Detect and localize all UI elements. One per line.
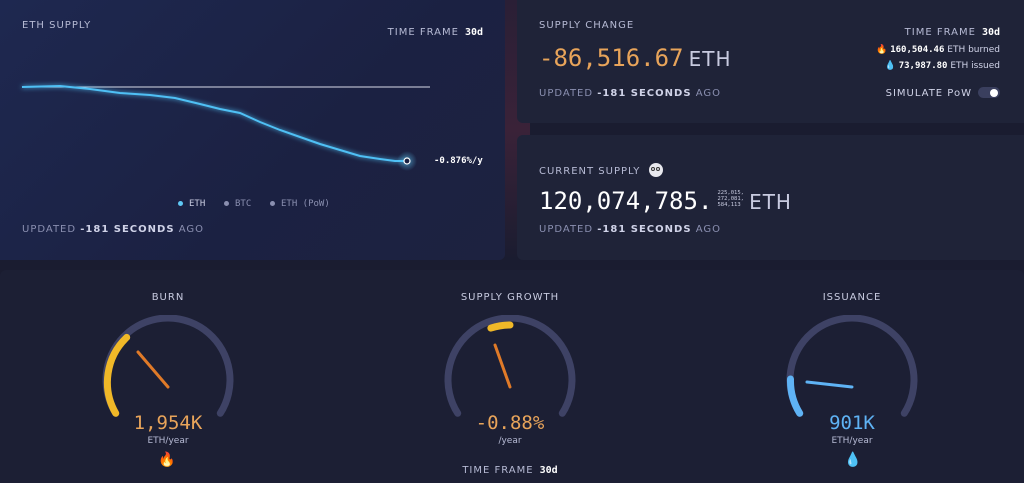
gauge-needle [493,343,512,389]
current-supply-card: CURRENT SUPPLY 120,074,785. 225,015, 272… [517,135,1024,260]
rate-label: -0.876%/y [434,156,483,166]
current-supply-value-row: 120,074,785. 225,015, 272,081, 584,113 E… [539,187,792,215]
gauge-needle [136,350,170,389]
current-supply-header: CURRENT SUPPLY [539,159,664,178]
supply-change-unit: ETH [688,47,732,71]
burn-unit: ETH/year [147,436,189,446]
legend-item-eth-pow[interactable]: ETH (PoW) [270,199,330,209]
gauge-track [444,315,576,417]
issuance-unit: ETH/year [831,436,873,446]
burn-title: BURN [151,292,185,303]
droplet-icon: 💧 [884,61,896,71]
current-supply-title: CURRENT SUPPLY [539,166,641,177]
supply-growth-gauge [444,315,576,417]
time-frame-label: TIME FRAME [387,27,459,38]
gauge-track [102,315,234,417]
legend-dot [270,201,275,206]
current-supply-updated: UPDATED -181 SECONDS AGO [539,224,722,235]
eth-supply-chart [21,84,430,171]
supply-growth-value: -0.88% [475,412,545,434]
legend-dot [178,201,183,206]
supply-change-value-row: -86,516.67 ETH [539,44,732,72]
gauge-fill [103,333,131,417]
legend-item-btc[interactable]: BTC [224,199,251,209]
eth-supply-card: ETH SUPPLY TIME FRAME 30d -0.876%/y ETH B… [0,0,505,260]
eth-supply-updated: UPDATED -181 SECONDS AGO [22,224,205,235]
time-frame-value: 30d [464,27,483,38]
burn-fire-icon: 🔥 [158,452,176,468]
current-point[interactable] [403,157,411,165]
supply-change-card: SUPPLY CHANGE TIME FRAME 30d -86,516.67 E… [517,0,1024,123]
eth-supply-time-frame[interactable]: TIME FRAME 30d [388,20,483,39]
legend-item-eth[interactable]: ETH [178,199,205,209]
supply-growth-title: SUPPLY GROWTH [460,292,560,303]
current-supply-value: 120,074,785. [539,187,713,215]
issuance-droplet-icon: 💧 [844,452,862,468]
legend-dot [224,201,229,206]
issuance-gauge [786,315,918,417]
current-supply-decimals: 225,015, 272,081, 584,113 [717,190,744,208]
time-frame-value: 30d [981,27,1000,38]
supply-change-time-frame[interactable]: TIME FRAME 30d [905,20,1000,39]
gauge-track [786,315,918,417]
toggle-knob [990,88,998,97]
eth-supply-line [21,84,407,162]
issued-row: 💧 73,987.80 ETH issued [884,61,1000,71]
burned-row: 🔥 160,504.46 ETH burned [876,45,1000,55]
supply-change-title: SUPPLY CHANGE [539,20,635,31]
gauges-card: BURN 1,954K ETH/year 🔥 SUPPLY GROWTH -0.… [0,270,1024,483]
nerd-face-icon[interactable] [649,162,664,177]
simulate-pow-label: SIMULATE PoW [885,88,972,99]
current-supply-unit: ETH [749,190,792,214]
burn-gauge [102,315,234,417]
supply-change-updated: UPDATED -181 SECONDS AGO [539,88,722,99]
time-frame-label: TIME FRAME [904,27,976,38]
gauge-needle [805,380,854,389]
issuance-title: ISSUANCE [822,292,882,303]
issuance-value: 901K [829,412,875,434]
simulate-pow-toggle[interactable] [978,87,1000,98]
fire-icon: 🔥 [876,45,888,55]
supply-change-value: -86,516.67 [539,44,684,72]
supply-growth-unit: /year [498,436,522,446]
eth-supply-title: ETH SUPPLY [22,20,92,31]
gauge-fill [786,375,804,417]
burn-value: 1,954K [133,412,203,434]
gauge-fill [487,321,514,332]
supply-growth-time-frame[interactable]: TIME FRAME 30d [462,465,558,476]
